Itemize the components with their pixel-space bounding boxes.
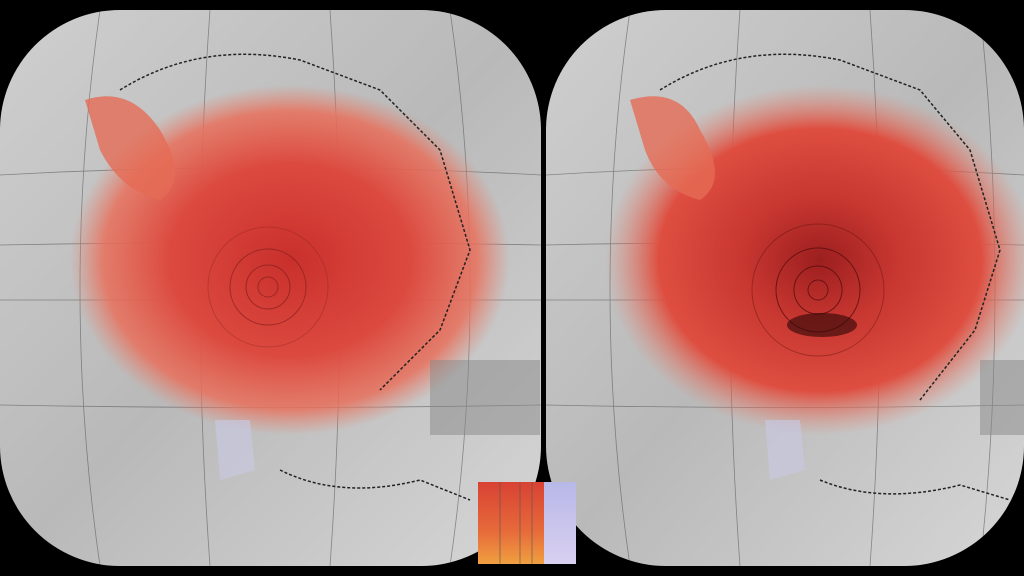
coastline (659, 53, 1001, 401)
heat-region (630, 96, 715, 200)
cold-patch (765, 420, 805, 480)
coastline (279, 469, 471, 501)
left-map-panel (0, 10, 541, 566)
color-bar (478, 482, 576, 564)
vortex (207, 226, 329, 348)
hatched-area (430, 360, 540, 435)
hatched-area (980, 360, 1024, 435)
coastline (819, 479, 1011, 501)
right-map-panel (546, 10, 1024, 566)
heat-region (85, 96, 175, 200)
color-bar-cool (544, 482, 576, 564)
color-bar-dividers (499, 482, 533, 564)
cold-patch (215, 420, 255, 480)
vortex-core (787, 313, 857, 337)
heat-region (70, 85, 510, 435)
color-bar-warm (478, 482, 544, 564)
